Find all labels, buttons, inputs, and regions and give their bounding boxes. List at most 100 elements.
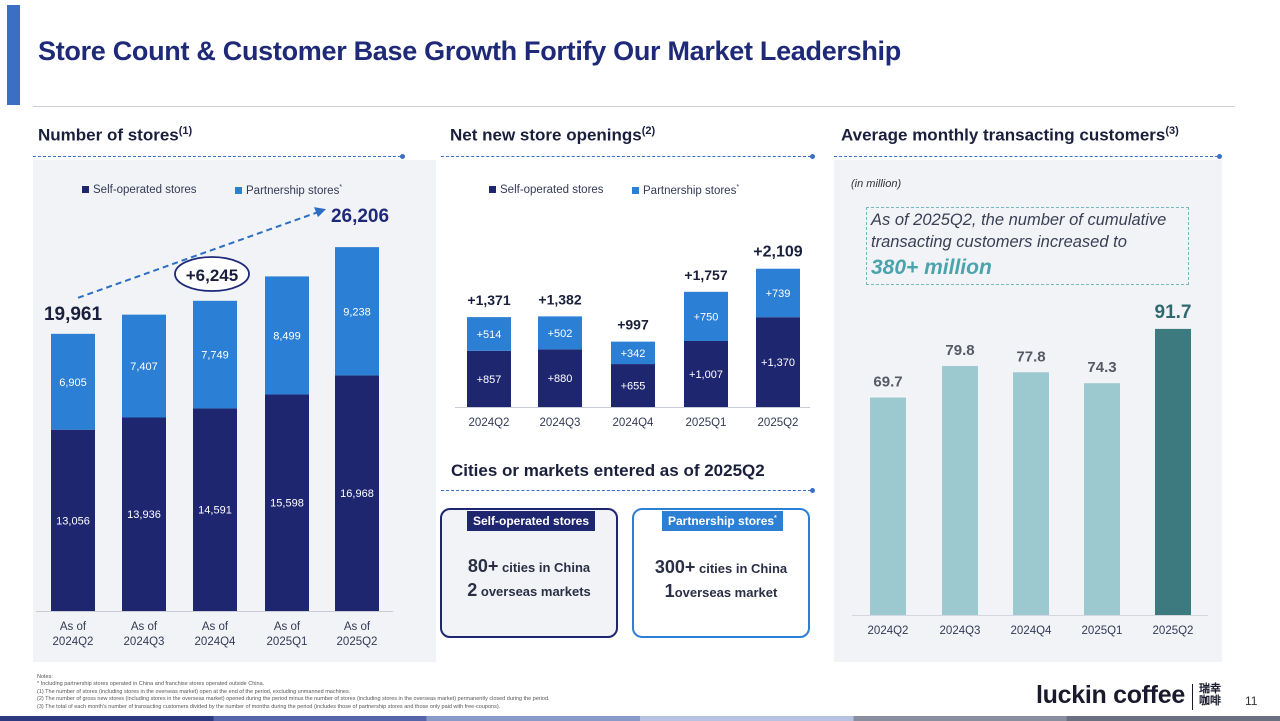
customers-category-label: 2024Q4 [1011,625,1053,637]
openings-category-label: 2024Q4 [613,417,655,429]
partner-cities-count: 300+ [654,557,696,577]
self-operated-markets-card: Self-operated stores 80+ cities in China… [440,508,618,638]
openings-category-label: 2024Q3 [540,417,581,429]
customers-value-label: 74.3 [1087,359,1116,376]
partnership-tag-mark: * [774,515,777,522]
stores-total-label: 19,961 [44,304,103,325]
stores-partner-label: 7,407 [130,361,158,373]
page-number: 11 [1245,694,1258,708]
stores-category-label: 2025Q1 [267,636,308,648]
openings-bar-partner [611,341,655,365]
openings-self-label: +1,007 [689,369,723,381]
self-cities-count: 80+ [467,556,499,576]
openings-legend-partner: Partnership stores* [632,184,739,197]
openings-total-label: +1,382 [538,291,581,307]
legend-label-self: Self-operated stores [500,184,604,196]
customers-dashed-rule [834,156,1218,157]
customers-category-label: 2024Q2 [868,625,909,637]
legend-label-self: Self-operated stores [93,184,197,196]
customers-value-label: 77.8 [1016,348,1045,365]
openings-bar-partner [756,268,800,318]
stores-category-label: As of [131,621,158,633]
stores-category-label: 2024Q3 [124,636,165,648]
customers-bar [1013,372,1049,615]
footnotes: Notes: * Including partnership stores op… [37,674,677,711]
legend-swatch-partner [235,187,242,195]
luckin-logo: luckin coffee [1036,681,1185,709]
openings-self-label: +1,370 [761,357,795,369]
stores-bar-self [193,408,237,611]
openings-partner-label: +342 [621,348,646,360]
openings-total-label: +2,109 [753,244,802,261]
note-line: (1) The number of stores (including stor… [37,688,351,695]
customers-category-label: 2025Q1 [1082,625,1123,637]
stores-self-label: 16,968 [340,488,374,500]
logo-cn-line-1: 瑞幸 [1199,683,1221,695]
openings-bar-self [467,350,511,407]
partnership-tag: Partnership stores* [662,511,783,531]
stores-bar-self [335,375,379,611]
openings-bar-self [684,340,728,407]
stores-title-text: Number of stores [38,125,179,145]
stores-category-label: 2025Q2 [337,636,378,648]
stores-legend-self: Self-operated stores [82,184,197,196]
stores-note-ref: (1) [178,125,193,137]
legend-label-partner: Partnership stores [246,184,340,197]
partnership-markets-card: Partnership stores* 300+ cities in China… [632,508,810,638]
openings-category-label: 2025Q2 [758,417,799,429]
customers-rule-dot [1217,154,1222,159]
customers-section-title: Average monthly transacting customers(3) [841,125,1179,146]
stores-bar-partner [335,247,379,376]
customers-callout-text: As of 2025Q2, the number of cumulative t… [871,211,1167,251]
stores-chart: 13,056 6,905 As of 2024Q2 13,936 7,407 As of 20… [36,206,393,648]
cities-section-title: Cities or markets entered as of 2025Q2 [451,461,765,480]
stores-total-label: 26,206 [331,206,389,227]
growth-arrow-head [314,207,326,218]
openings-partner-label: +502 [548,328,573,340]
stores-bar-self [122,417,166,611]
customers-bar [942,366,978,615]
openings-category-label: 2025Q1 [686,417,727,429]
openings-bar-partner [467,317,511,351]
logo-chinese: 瑞幸 咖啡 [1199,683,1221,707]
customers-value-label: 91.7 [1155,302,1192,323]
self-cities-label: cities in China [502,560,591,575]
stores-rule-dot [400,154,405,159]
stores-bar-self [265,394,309,611]
stores-category-label: As of [274,621,301,633]
stores-bar-self [51,429,95,611]
partner-overseas-count: 1 [664,581,675,601]
partner-overseas-line: 1overseas market [634,581,808,602]
openings-dashed-rule [441,156,811,157]
notes-heading: Notes: [37,674,53,680]
self-overseas-count: 2 [467,580,478,600]
openings-total-label: +997 [617,317,649,333]
legend-swatch-self [82,186,89,194]
openings-total-label: +1,757 [684,267,727,283]
stores-category-label: As of [60,621,87,633]
openings-partner-label: +514 [477,329,502,341]
openings-chart: +857 +514 +1,371 2024Q2 +880 +502 +1,382 2024Q3… [455,244,810,429]
stores-self-label: 15,598 [270,498,304,510]
customers-unit-label: (in million) [851,178,902,190]
growth-annotation: +6,245 [186,266,238,285]
openings-partner-label: +739 [766,288,791,300]
partner-overseas-label: overseas market [674,585,778,600]
stores-self-label: 13,056 [56,515,90,527]
stores-self-label: 13,936 [127,509,161,521]
self-overseas-label: overseas markets [480,584,591,599]
openings-bar-partner [538,316,582,350]
openings-self-label: +880 [548,373,573,385]
stores-partner-label: 8,499 [273,330,301,342]
openings-note-ref: (2) [641,125,656,137]
customers-value-label: 69.7 [873,374,902,391]
cities-rule-dot [810,488,815,493]
cities-dashed-rule [441,490,811,491]
openings-rule-dot [810,154,815,159]
note-line: * Including partnership stores operated … [37,681,265,688]
legend-swatch-partner [632,187,639,195]
customers-value-label: 79.8 [945,342,974,359]
openings-bar-self [538,349,582,407]
stores-partner-label: 7,749 [201,350,229,362]
customers-callout-box [866,207,1189,285]
